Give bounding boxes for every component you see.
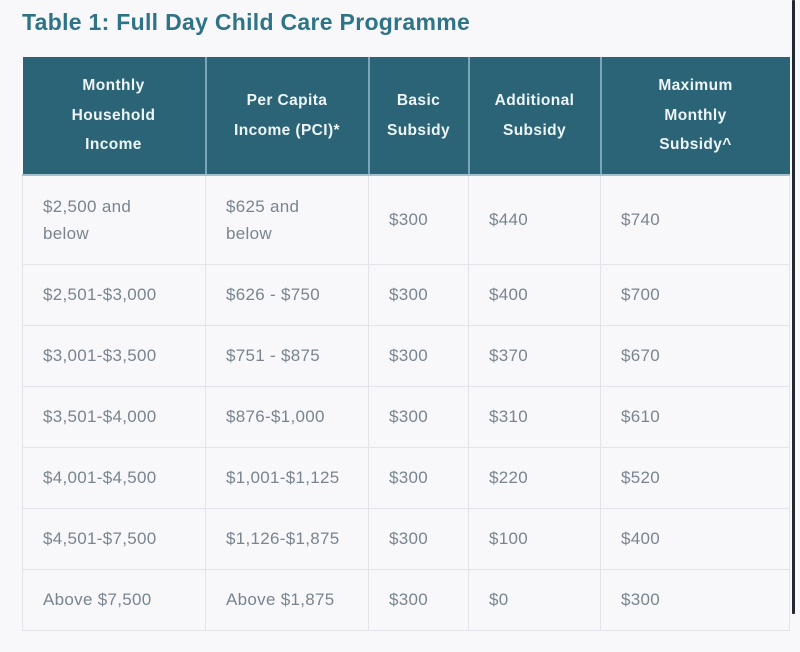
- table-cell: $100: [468, 507, 601, 570]
- table-cell: $220: [468, 446, 601, 509]
- column-header-maximum-monthly-subsidy: Maximum Monthly Subsidy^: [599, 57, 790, 176]
- table-cell: $300: [368, 446, 469, 509]
- table-cell: $3,001-$3,500: [22, 324, 206, 387]
- table-cell: $626 - $750: [205, 263, 369, 326]
- table-cell: $300: [368, 174, 469, 265]
- column-header-additional-subsidy: Additional Subsidy: [467, 57, 601, 176]
- table-cell: $610: [600, 385, 790, 448]
- column-header-per-capita-income: Per Capita Income (PCI)*: [204, 57, 369, 176]
- table-cell: $1,126-$1,875: [205, 507, 369, 570]
- table-cell: $300: [368, 507, 469, 570]
- child-care-subsidy-table: Monthly Household Income Per Capita Inco…: [22, 57, 790, 631]
- table-cell: $300: [368, 324, 469, 387]
- table-cell: $370: [468, 324, 601, 387]
- table-cell: $1,001-$1,125: [205, 446, 369, 509]
- table-cell: $4,001-$4,500: [22, 446, 206, 509]
- table-cell: Above $7,500: [22, 568, 206, 631]
- table-cell: $300: [368, 385, 469, 448]
- table-cell: $740: [600, 174, 790, 265]
- column-header-monthly-household-income: Monthly Household Income: [22, 57, 206, 176]
- table-row: $3,501-$4,000 $876-$1,000 $300 $310 $610: [22, 385, 790, 448]
- table-row: $3,001-$3,500 $751 - $875 $300 $370 $670: [22, 324, 790, 387]
- table-cell: Above $1,875: [205, 568, 369, 631]
- table-cell: $4,501-$7,500: [22, 507, 206, 570]
- table-cell: $625 and below: [205, 174, 369, 265]
- table-row: $4,001-$4,500 $1,001-$1,125 $300 $220 $5…: [22, 446, 790, 509]
- table-cell: $400: [600, 507, 790, 570]
- table-cell: $700: [600, 263, 790, 326]
- scrollbar[interactable]: [792, 0, 795, 614]
- table-row: $2,501-$3,000 $626 - $750 $300 $400 $700: [22, 263, 790, 326]
- table-cell: $300: [368, 568, 469, 631]
- table-cell: $3,501-$4,000: [22, 385, 206, 448]
- table-cell: $2,501-$3,000: [22, 263, 206, 326]
- table-row: $2,500 and below $625 and below $300 $44…: [22, 174, 790, 265]
- table-cell: $310: [468, 385, 601, 448]
- table-cell: $670: [600, 324, 790, 387]
- table-row: Above $7,500 Above $1,875 $300 $0 $300: [22, 568, 790, 631]
- header-row: Monthly Household Income Per Capita Inco…: [22, 57, 790, 176]
- table-cell: $876-$1,000: [205, 385, 369, 448]
- table-cell: $300: [600, 568, 790, 631]
- table-cell: $2,500 and below: [22, 174, 206, 265]
- table-cell: $0: [468, 568, 601, 631]
- table-row: $4,501-$7,500 $1,126-$1,875 $300 $100 $4…: [22, 507, 790, 570]
- table-cell: $751 - $875: [205, 324, 369, 387]
- table-cell: $400: [468, 263, 601, 326]
- column-header-basic-subsidy: Basic Subsidy: [367, 57, 469, 176]
- page-title: Table 1: Full Day Child Care Programme: [22, 9, 471, 35]
- table-cell: $300: [368, 263, 469, 326]
- table-cell: $440: [468, 174, 601, 265]
- table-cell: $520: [600, 446, 790, 509]
